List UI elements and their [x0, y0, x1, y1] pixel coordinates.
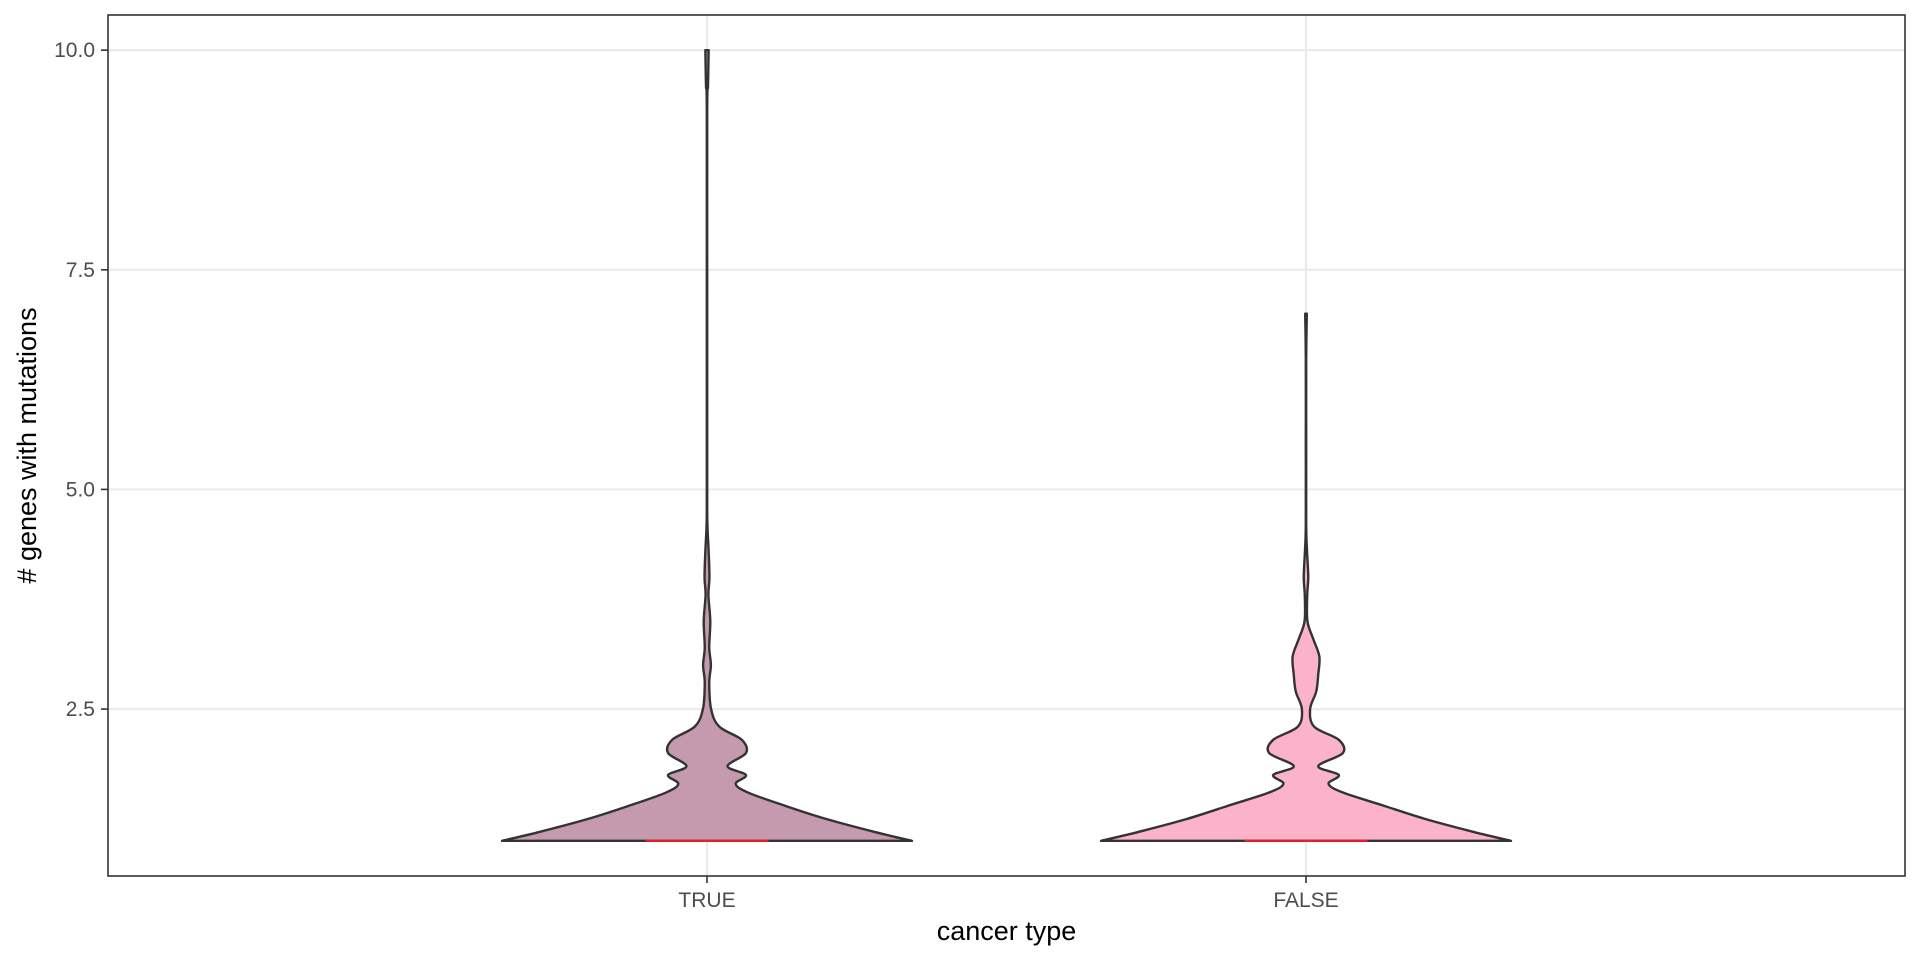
x-tick-label: FALSE [1273, 889, 1338, 912]
y-axis-title: # genes with mutations [12, 307, 42, 583]
violins [500, 48, 1513, 843]
violin-true [500, 48, 914, 843]
y-tick-label: 7.5 [66, 259, 95, 282]
x-axis-title: cancer type [937, 916, 1077, 946]
axes: 2.5 5.0 7.5 10.0 TRUE FALSE [54, 39, 1339, 912]
y-tick-label: 2.5 [66, 698, 95, 721]
y-tick-label: 5.0 [66, 478, 95, 501]
panel-border [107, 14, 1906, 877]
x-tick-label: TRUE [678, 889, 735, 912]
y-tick-label: 10.0 [54, 39, 95, 62]
grid-lines [108, 15, 1905, 876]
violin-false [1099, 312, 1513, 843]
